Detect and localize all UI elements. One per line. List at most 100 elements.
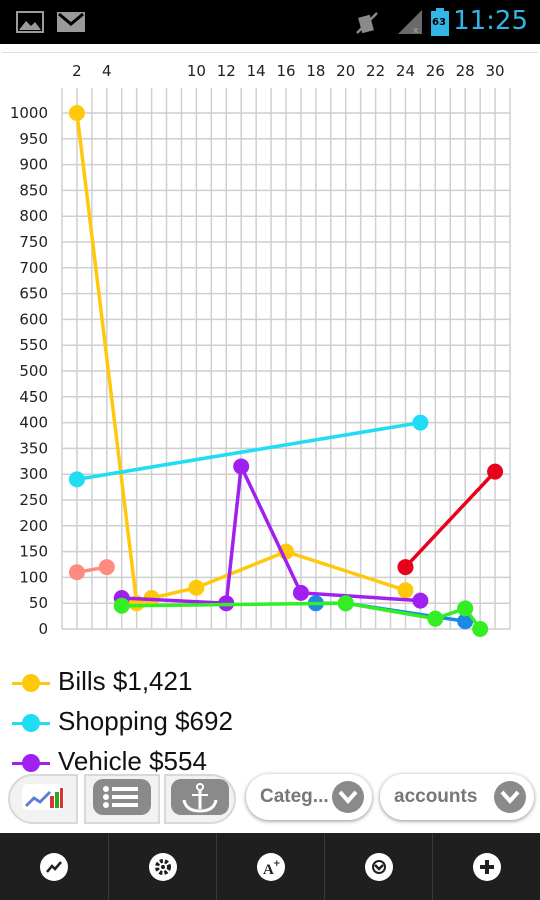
series-line bbox=[404, 470, 497, 569]
y-tick-label: 900 bbox=[19, 156, 48, 174]
signal-icon: x bbox=[396, 8, 424, 40]
legend-item: Bills $1,421 bbox=[10, 662, 530, 702]
x-tick-label: 26 bbox=[426, 62, 445, 80]
y-tick-label: 150 bbox=[19, 543, 48, 561]
data-point[interactable] bbox=[188, 579, 205, 596]
series-unlabeled-6 bbox=[113, 595, 489, 637]
gmail-icon bbox=[56, 10, 86, 38]
data-point[interactable] bbox=[412, 592, 429, 609]
y-tick-label: 400 bbox=[19, 414, 48, 432]
battery-icon: 63 bbox=[430, 8, 450, 40]
data-point[interactable] bbox=[397, 559, 414, 576]
bar-chart-icon bbox=[20, 782, 66, 816]
x-tick-label: 28 bbox=[456, 62, 475, 80]
data-point[interactable] bbox=[412, 414, 429, 431]
category-dropdown-label: Categ... bbox=[260, 786, 329, 807]
chevron-down-icon bbox=[332, 781, 364, 813]
data-point[interactable] bbox=[457, 600, 474, 617]
data-point[interactable] bbox=[337, 595, 354, 612]
y-tick-label: 100 bbox=[19, 568, 48, 586]
series-unlabeled-3 bbox=[68, 559, 115, 581]
settings-icon bbox=[148, 852, 177, 881]
y-tick-label: 300 bbox=[19, 465, 48, 483]
data-point[interactable] bbox=[292, 584, 309, 601]
x-tick-label: 20 bbox=[336, 62, 355, 80]
legend-swatch-dot bbox=[22, 674, 40, 692]
legend-label: Vehicle $554 bbox=[58, 746, 207, 776]
nav-filter-button[interactable] bbox=[324, 833, 432, 900]
data-point[interactable] bbox=[487, 463, 504, 480]
series-vehicle bbox=[113, 458, 429, 612]
series-line bbox=[75, 112, 407, 606]
data-point[interactable] bbox=[98, 559, 115, 576]
battery-level: 63 bbox=[432, 17, 446, 28]
category-dropdown[interactable]: Categ... bbox=[246, 774, 372, 820]
legend: Bills $1,421 Shopping $692 Vehicle $554 bbox=[10, 662, 530, 782]
x-tick-label: 18 bbox=[306, 62, 325, 80]
y-tick-label: 50 bbox=[29, 594, 48, 612]
y-tick-label: 250 bbox=[19, 491, 48, 509]
legend-item: Shopping $692 bbox=[10, 702, 530, 742]
data-point[interactable] bbox=[233, 458, 250, 475]
y-tick-label: 0 bbox=[38, 620, 48, 638]
list-view-button[interactable] bbox=[84, 774, 160, 824]
chevron-down-icon bbox=[494, 781, 526, 813]
series-unlabeled-4 bbox=[397, 463, 504, 576]
status-bar: x 63 11:25 bbox=[0, 0, 540, 44]
add-text-icon: A + bbox=[256, 852, 285, 881]
list-icon bbox=[92, 778, 152, 820]
data-point[interactable] bbox=[113, 597, 130, 614]
nav-add-button[interactable] bbox=[432, 833, 540, 900]
svg-text:A: A bbox=[263, 862, 274, 877]
y-tick-label: 500 bbox=[19, 362, 48, 380]
legend-swatch-dot bbox=[22, 714, 40, 732]
data-point[interactable] bbox=[472, 621, 489, 637]
series-line bbox=[76, 420, 421, 482]
x-tick-label: 16 bbox=[276, 62, 295, 80]
data-point[interactable] bbox=[68, 105, 85, 121]
data-point[interactable] bbox=[68, 471, 85, 488]
data-point[interactable] bbox=[68, 564, 85, 581]
expense-line-chart: 2 4 10 12 14 16 18 20 22 24 26 28 301000950900850800… bbox=[2, 52, 538, 638]
y-tick-label: 450 bbox=[19, 388, 48, 406]
y-tick-label: 700 bbox=[19, 259, 48, 277]
x-tick-label: 14 bbox=[247, 62, 266, 80]
status-time: 11:25 bbox=[453, 6, 528, 36]
x-tick-label: 24 bbox=[396, 62, 415, 80]
anchor-button[interactable] bbox=[164, 774, 236, 824]
x-tick-label: 2 bbox=[72, 62, 82, 80]
series-shopping bbox=[68, 414, 429, 488]
y-tick-label: 800 bbox=[19, 207, 48, 225]
y-tick-label: 750 bbox=[19, 233, 48, 251]
y-tick-label: 950 bbox=[19, 130, 48, 148]
y-tick-label: 850 bbox=[19, 181, 48, 199]
x-tick-label: 10 bbox=[187, 62, 206, 80]
chart-view-button[interactable] bbox=[8, 774, 78, 824]
legend-label: Shopping $692 bbox=[58, 706, 233, 736]
svg-text:+: + bbox=[273, 859, 281, 869]
legend-swatch-dot bbox=[22, 754, 40, 772]
add-icon bbox=[472, 852, 501, 881]
mute-icon bbox=[354, 10, 380, 40]
bottom-nav: A + bbox=[0, 833, 540, 900]
x-tick-label: 12 bbox=[217, 62, 236, 80]
data-point[interactable] bbox=[427, 610, 444, 627]
nav-settings-button[interactable] bbox=[108, 833, 216, 900]
legend-label: Bills $1,421 bbox=[58, 666, 193, 696]
accounts-dropdown[interactable]: accounts bbox=[380, 774, 534, 820]
data-point[interactable] bbox=[397, 582, 414, 599]
chart-icon bbox=[40, 852, 68, 881]
anchor-icon bbox=[170, 778, 230, 820]
x-tick-label: 22 bbox=[366, 62, 385, 80]
nav-chart-button[interactable] bbox=[0, 833, 108, 900]
y-tick-label: 550 bbox=[19, 336, 48, 354]
toolbar: Categ... accounts bbox=[0, 768, 540, 830]
y-tick-label: 1000 bbox=[10, 104, 48, 122]
svg-text:x: x bbox=[413, 26, 419, 36]
chart-area: 2 4 10 12 14 16 18 20 22 24 26 28 30 1000 950 900 850 800… bbox=[0, 44, 540, 824]
data-point[interactable] bbox=[457, 613, 474, 630]
x-tick-label: 4 bbox=[102, 62, 112, 80]
nav-add-text-button[interactable]: A + bbox=[216, 833, 324, 900]
y-tick-label: 350 bbox=[19, 439, 48, 457]
y-tick-label: 600 bbox=[19, 310, 48, 328]
